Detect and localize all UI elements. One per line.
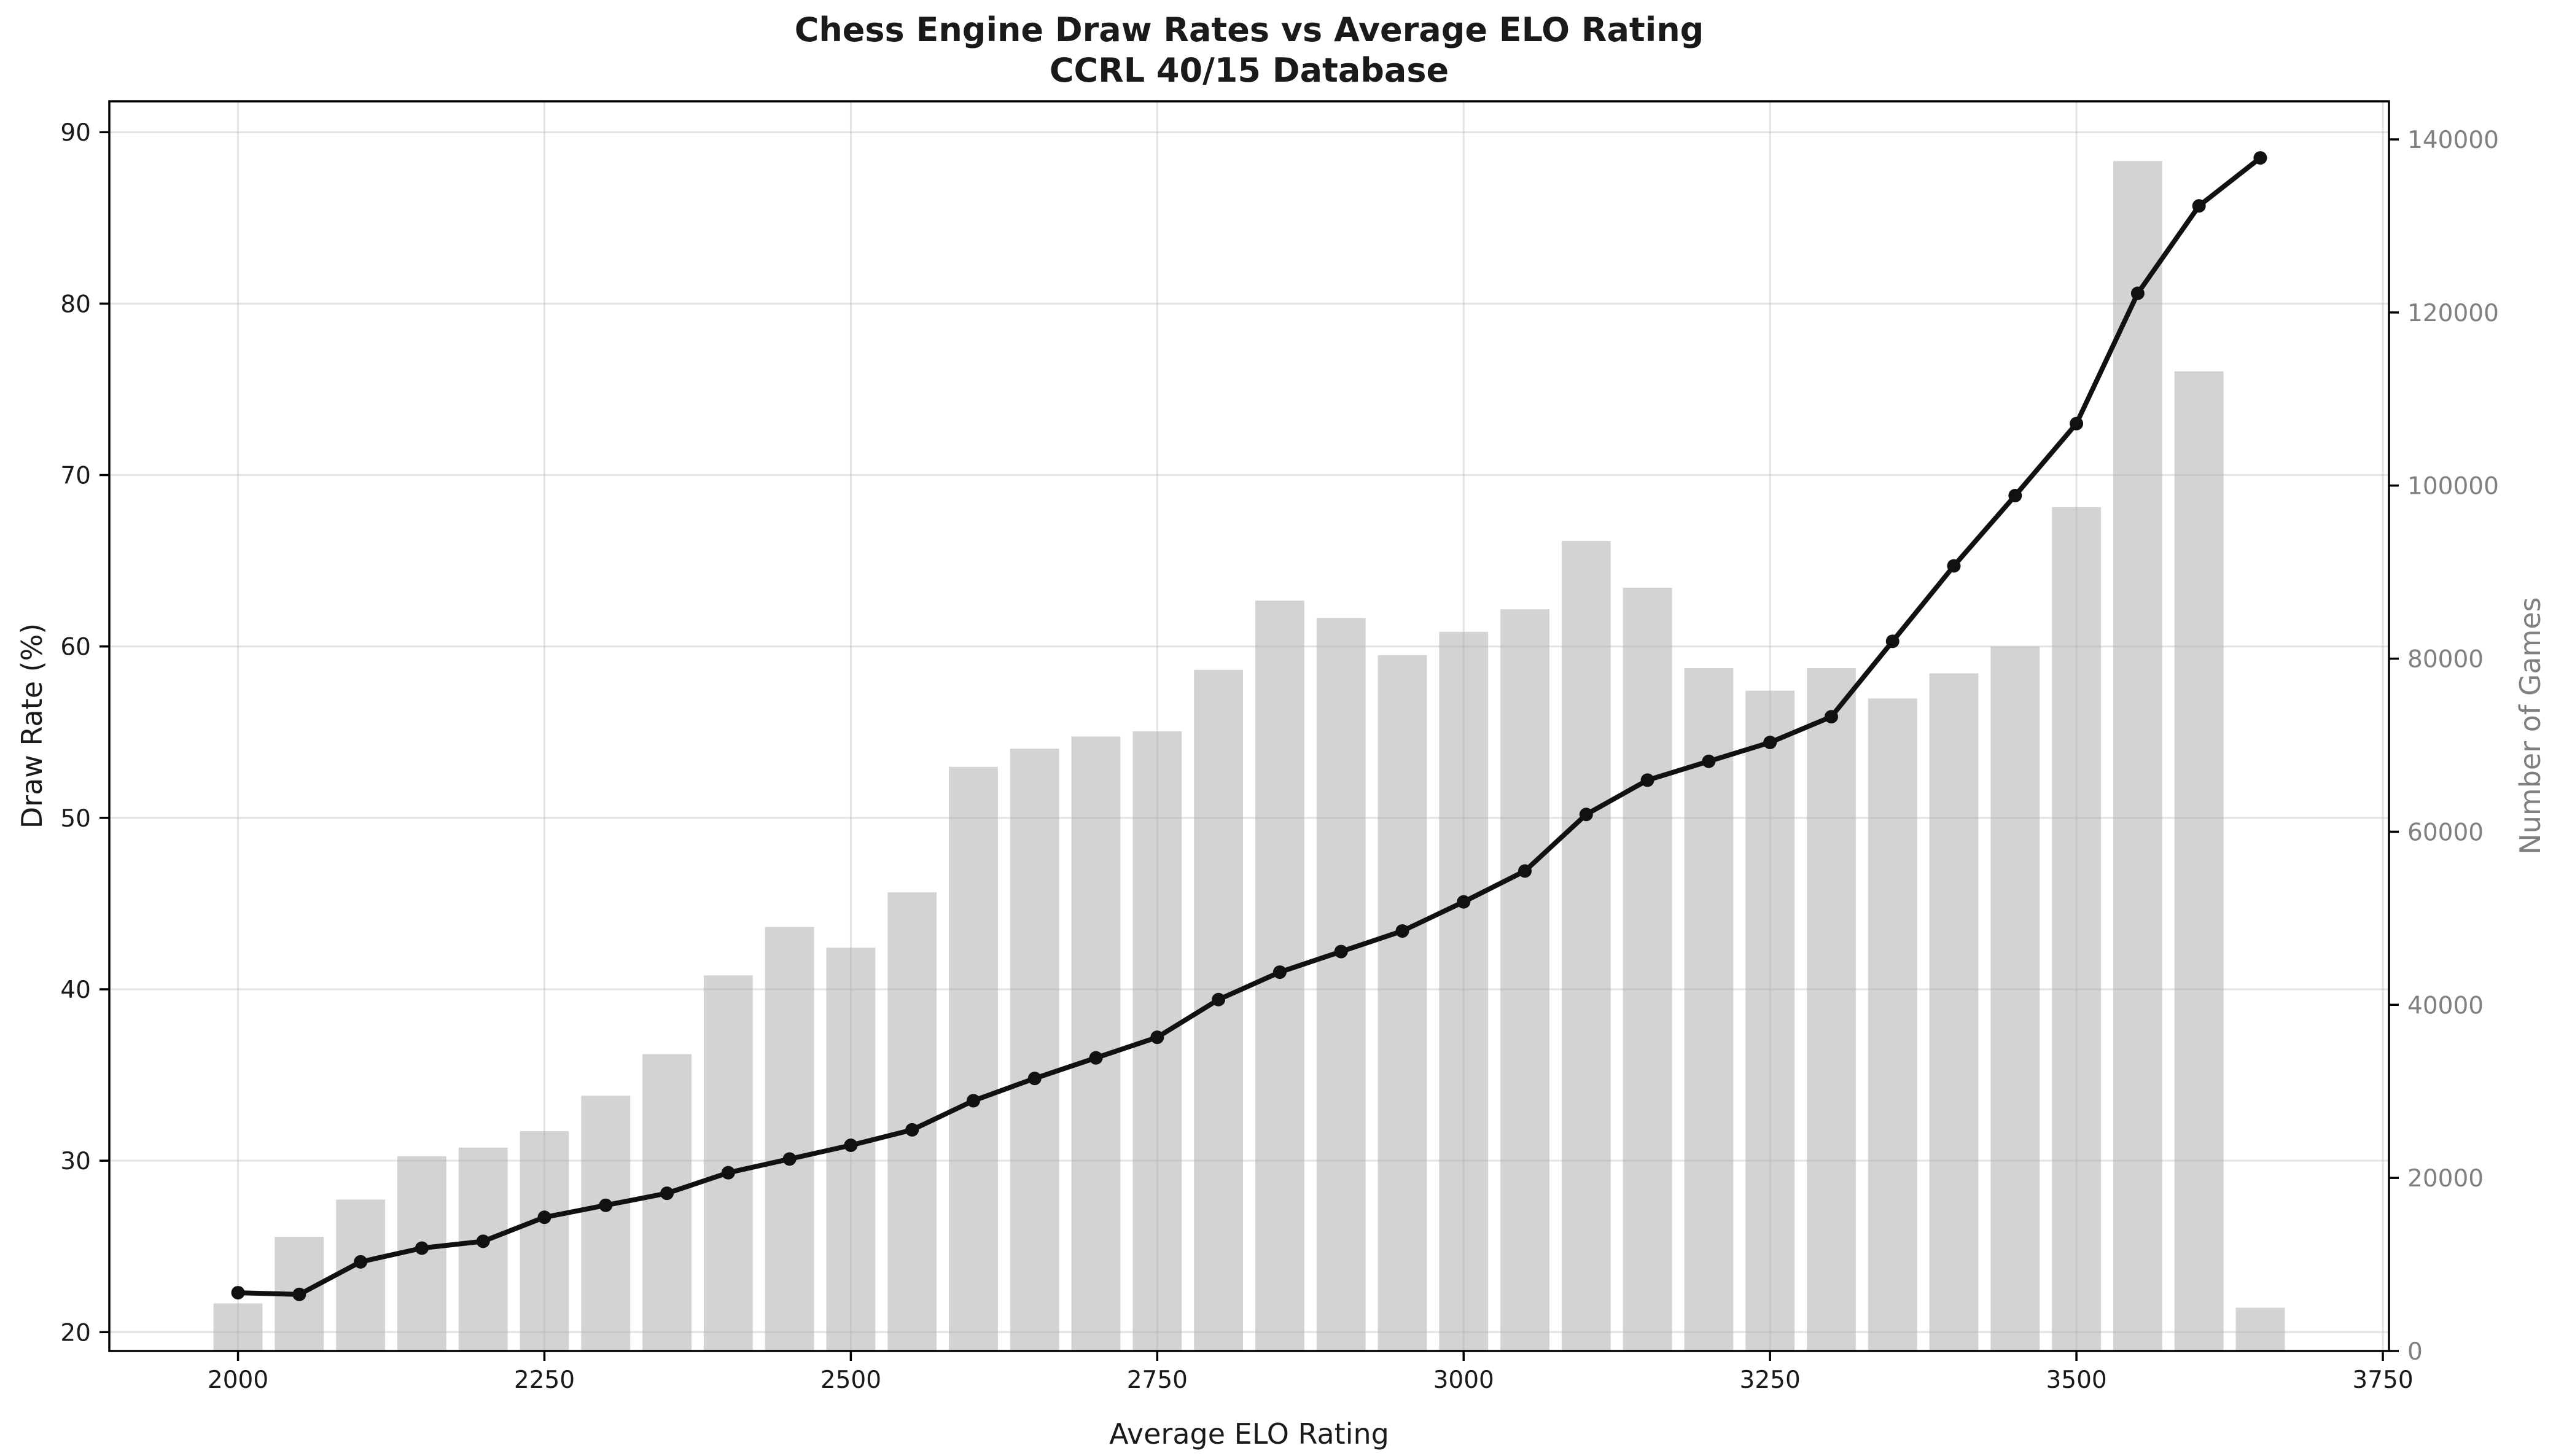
x-tick-label: 3000	[1433, 1366, 1494, 1394]
draw-rate-point	[2192, 199, 2206, 213]
chart-title: Chess Engine Draw Rates vs Average ELO R…	[109, 10, 2389, 91]
y-left-tick-label: 60	[60, 634, 91, 661]
draw-rate-point	[415, 1241, 429, 1255]
draw-rate-point	[1089, 1051, 1103, 1065]
y-right-tick-label: 0	[2407, 1338, 2423, 1366]
y-axis-label-right: Number of Games	[2514, 597, 2547, 855]
bar-games	[949, 766, 998, 1351]
bar-games	[581, 1096, 631, 1351]
chart-title-line1: Chess Engine Draw Rates vs Average ELO R…	[794, 10, 1704, 49]
y-right-tick-label: 120000	[2407, 300, 2499, 327]
draw-rate-point	[599, 1198, 613, 1212]
draw-rate-point	[1702, 754, 1716, 768]
draw-rate-point	[1212, 992, 1226, 1006]
bar-games	[2174, 371, 2224, 1351]
x-tick-label: 3500	[2046, 1366, 2106, 1394]
bar-games	[1071, 736, 1121, 1351]
y-right-tick-label: 80000	[2407, 646, 2484, 674]
bar-games	[1623, 588, 1672, 1351]
bar-games	[1684, 668, 1734, 1351]
x-tick-label: 3250	[1740, 1366, 1801, 1394]
bar-games	[458, 1147, 508, 1351]
y-left-tick-label: 20	[60, 1319, 91, 1347]
draw-rate-point	[1027, 1072, 1042, 1086]
draw-rate-line	[235, 155, 2263, 1297]
bar-games	[520, 1131, 569, 1351]
y-left-tick-label: 50	[60, 805, 91, 833]
draw-rate-point	[1518, 864, 1532, 878]
draw-rate-point	[2130, 286, 2145, 300]
draw-rate-point	[1824, 710, 1838, 724]
bar-games	[336, 1199, 386, 1351]
y-left-tick-label: 30	[60, 1148, 91, 1175]
draw-rate-point	[292, 1287, 306, 1301]
bar-games	[1561, 540, 1611, 1352]
x-tick-label: 3750	[2352, 1366, 2413, 1394]
bar-games	[1929, 673, 1979, 1351]
bar-games	[1990, 646, 2040, 1351]
draw-rate-point	[1885, 634, 1900, 648]
draw-rate-point	[1150, 1030, 1164, 1045]
draw-rate-point	[782, 1152, 797, 1166]
y-right-tick-label: 140000	[2407, 127, 2499, 154]
draw-rate-point	[844, 1139, 858, 1153]
bar-games	[1377, 655, 1427, 1351]
draw-rate-point	[1640, 773, 1654, 787]
bar-games	[1745, 690, 1795, 1351]
x-tick-label: 2250	[514, 1366, 575, 1394]
bar-games	[703, 975, 753, 1351]
draw-rate-point	[2253, 151, 2267, 165]
y-left-tick-label: 70	[60, 462, 91, 490]
draw-rate-point	[1334, 944, 1348, 959]
draw-rate-point	[1457, 895, 1471, 909]
draw-rate-point	[1579, 808, 1593, 822]
bar-games	[2052, 507, 2102, 1352]
draw-rate-point	[1947, 559, 1961, 573]
plot-spines	[108, 100, 2390, 1352]
y-left-tick-label: 80	[60, 290, 91, 318]
bar-games	[1500, 609, 1549, 1351]
draw-rate-point	[231, 1286, 245, 1300]
bar-games	[765, 927, 814, 1351]
draw-rate-point	[721, 1166, 735, 1180]
bar-games	[1439, 631, 1489, 1351]
y-left-tick-label: 40	[60, 976, 91, 1004]
draw-rate-point	[2008, 489, 2022, 503]
bar-games	[1868, 698, 1917, 1351]
draw-rate-point	[1395, 924, 1409, 938]
x-tick-label: 2000	[208, 1366, 268, 1394]
draw-rate-point	[905, 1123, 919, 1137]
draw-rate-point	[2070, 416, 2084, 430]
x-tick-label: 2500	[820, 1366, 881, 1394]
y-right-tick-label: 20000	[2407, 1165, 2484, 1193]
draw-rate-point	[354, 1255, 368, 1269]
draw-rate-point	[1272, 965, 1287, 979]
draw-rate-point	[537, 1210, 551, 1224]
x-axis-label: Average ELO Rating	[1109, 1417, 1389, 1450]
bar-games	[1316, 618, 1366, 1351]
y-left-tick-label: 90	[60, 119, 91, 147]
draw-rate-point	[1763, 736, 1777, 750]
draw-rate-point	[476, 1234, 490, 1248]
bar-games	[1807, 668, 1856, 1351]
x-tick-label: 2750	[1127, 1366, 1188, 1394]
bar-games	[2113, 161, 2162, 1352]
y-right-tick-label: 60000	[2407, 819, 2484, 846]
bar-games	[213, 1303, 263, 1351]
draw-rate-point	[966, 1094, 980, 1108]
bar-games	[2235, 1307, 2285, 1351]
y-right-tick-label: 40000	[2407, 992, 2484, 1019]
chart-title-line2: CCRL 40/15 Database	[1049, 51, 1449, 90]
bar-games	[1010, 749, 1059, 1351]
y-right-tick-label: 100000	[2407, 473, 2499, 500]
draw-rate-point	[660, 1186, 674, 1201]
y-axis-label-left: Draw Rate (%)	[15, 623, 49, 829]
bar-games	[642, 1054, 692, 1351]
